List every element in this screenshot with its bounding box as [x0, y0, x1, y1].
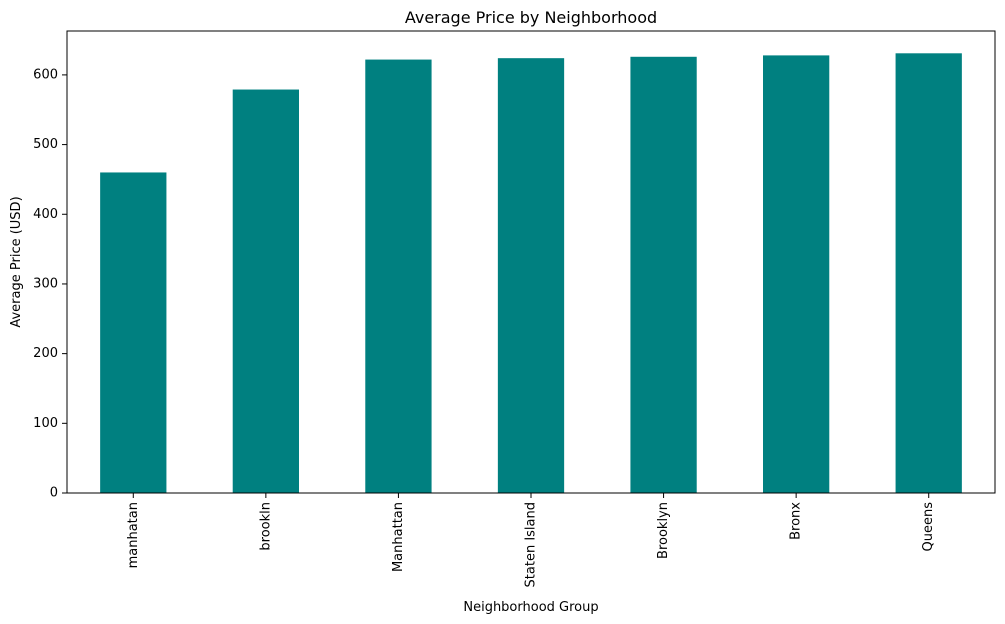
x-tick-label-6: Queens — [921, 502, 936, 552]
bars-group — [100, 53, 962, 494]
x-tick-label-1: brookln — [258, 502, 273, 551]
x-tick-label-3: Staten Island — [524, 502, 539, 587]
bar-3 — [497, 58, 565, 493]
y-tick-label-1: 100 — [33, 416, 58, 431]
x-tick-label-4: Brooklyn — [656, 502, 671, 559]
x-tick-label-2: Manhattan — [391, 502, 406, 572]
chart-title: Average Price by Neighborhood — [405, 8, 657, 27]
y-tick-label-6: 600 — [33, 67, 58, 82]
y-axis-label: Average Price (USD) — [9, 196, 24, 327]
y-axis: 0 100 200 300 400 500 600 — [33, 67, 67, 501]
bar-1 — [232, 89, 299, 493]
x-tick-label-5: Bronx — [789, 502, 804, 540]
x-axis: manhatan brookln Manhattan Staten Island Bro… — [126, 493, 936, 587]
bar-2 — [365, 59, 432, 494]
y-tick-label-4: 400 — [33, 207, 58, 222]
bar-6 — [895, 53, 962, 493]
plot-frame — [66, 30, 996, 494]
bar-5 — [763, 55, 830, 494]
x-axis-label: Neighborhood Group — [463, 600, 598, 615]
y-tick-label-3: 300 — [33, 276, 58, 291]
bar-4 — [630, 56, 697, 493]
bar-0 — [100, 172, 167, 493]
y-tick-label-0: 0 — [50, 486, 58, 501]
x-tick-label-0: manhatan — [126, 502, 141, 568]
y-tick-label-2: 200 — [33, 346, 58, 361]
y-tick-label-5: 500 — [33, 137, 58, 152]
